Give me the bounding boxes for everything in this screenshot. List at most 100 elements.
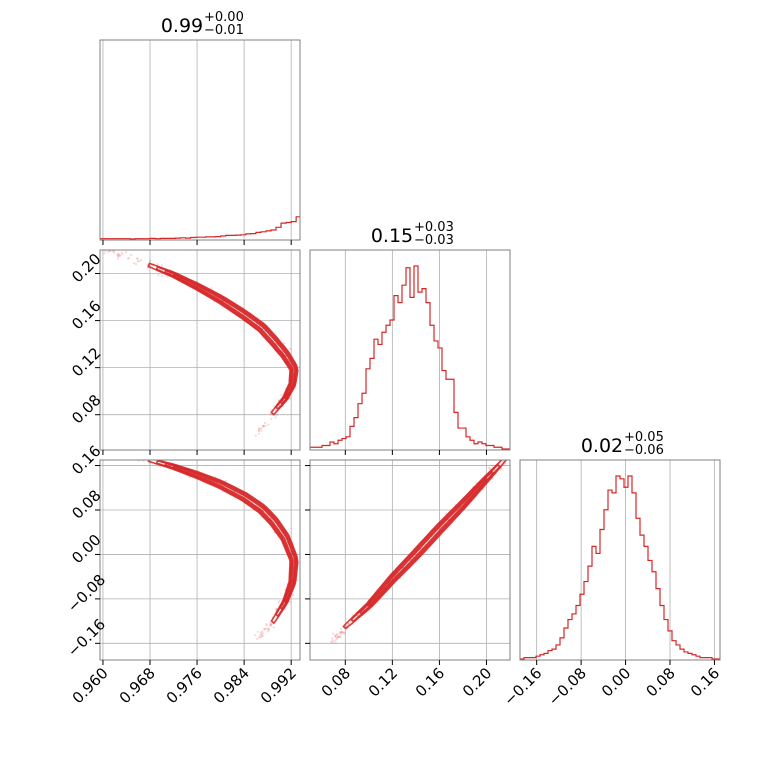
scatter-point: [133, 262, 136, 265]
title-lower-error: −0.03: [414, 233, 454, 248]
scatter-point: [267, 627, 270, 630]
scatter-point: [258, 428, 262, 431]
title-upper-error: +0.03: [414, 220, 454, 235]
scatter-point: [120, 251, 123, 254]
scatter-point: [111, 250, 114, 253]
scatter-point: [135, 257, 138, 260]
y-tick-label: 0.08: [68, 391, 104, 427]
title-lower-error: −0.06: [624, 443, 664, 458]
scatter-point: [269, 621, 272, 624]
scatter-point: [336, 636, 339, 639]
param-title: 0.15 +0.03−0.03: [371, 220, 454, 248]
density-contours: [147, 262, 299, 416]
scatter-point: [149, 260, 152, 263]
scatter-point: [335, 638, 338, 641]
scatter-point: [490, 464, 494, 467]
scatter-point: [116, 254, 119, 257]
scatter-point: [160, 274, 164, 277]
scatter-point: [499, 468, 502, 471]
scatter-point: [488, 466, 491, 469]
scatter-point: [475, 481, 478, 484]
scatter-point: [347, 622, 350, 625]
scatter-point: [112, 246, 114, 248]
scatter-point: [260, 632, 263, 636]
scatter-point: [261, 634, 264, 638]
panel-pair-0-2: 0.960 0.968 0.976 0.984 0.992 −0.16−0.08 0.00 0…: [64, 442, 301, 707]
panel-pair-0-1: 0.08 0.12 0.16 0.20: [68, 246, 301, 455]
y-tick-label: 0.00: [68, 531, 104, 567]
scatter-point: [262, 425, 265, 428]
scatter-point: [259, 634, 262, 637]
scatter-point: [260, 635, 263, 638]
scatter-point: [339, 631, 342, 634]
scatter-point: [334, 635, 337, 638]
scatter-point: [117, 255, 120, 258]
scatter-point: [141, 456, 143, 458]
y-tick-label: 0.20: [68, 250, 104, 286]
scatter-point: [330, 640, 333, 643]
scatter-point: [499, 462, 502, 465]
scatter-point: [121, 253, 124, 256]
scatter-point: [132, 453, 134, 455]
histogram-steps: [100, 216, 300, 240]
scatter-point: [146, 266, 149, 270]
scatter-point: [106, 250, 109, 253]
scatter-point: [335, 634, 338, 637]
scatter-point: [103, 252, 106, 255]
scatter-point: [134, 455, 136, 457]
scatter-point: [160, 264, 164, 267]
scatter-point: [265, 624, 268, 627]
scatter-point: [107, 450, 109, 452]
scatter-point: [337, 635, 340, 638]
x-tick-label: 0.992: [257, 664, 300, 707]
scatter-point: [340, 627, 343, 630]
scatter-point: [264, 424, 267, 427]
scatter-point: [275, 607, 278, 610]
scatter-point: [126, 257, 129, 260]
scatter-point: [133, 454, 135, 456]
scatter-point: [129, 456, 131, 458]
scatter-point: [224, 479, 227, 482]
y-tick-label: 0.12: [68, 344, 104, 380]
scatter-point: [210, 287, 213, 290]
scatter-point: [270, 417, 273, 421]
scatter-point: [331, 641, 334, 644]
scatter-point: [269, 413, 272, 416]
scatter-point: [336, 633, 339, 636]
scatter-point: [140, 258, 143, 262]
scatter-point: [339, 636, 342, 639]
axes-frame: [309, 459, 511, 661]
scatter-point: [335, 636, 338, 639]
scatter-point: [282, 342, 286, 345]
scatter-point: [270, 623, 273, 626]
scatter-point: [269, 624, 272, 627]
scatter-point: [136, 257, 139, 260]
x-tick-label: 0.08: [318, 664, 354, 700]
scatter-point: [116, 452, 118, 454]
histogram-steps: [520, 475, 720, 660]
scatter-point: [116, 253, 119, 256]
contour-level: [155, 265, 298, 410]
scatter-point: [257, 427, 260, 430]
y-tick-label: 0.08: [68, 486, 104, 522]
density-contours: [147, 460, 299, 625]
scatter-point: [127, 256, 131, 259]
scatter-point: [127, 453, 129, 455]
scatter-point: [139, 456, 141, 458]
x-tick-label: 0.12: [365, 664, 401, 700]
title-upper-error: +0.05: [624, 430, 664, 445]
scatter-point: [291, 594, 294, 597]
contour-level: [342, 460, 508, 630]
scatter-point: [166, 275, 169, 278]
scatter-point: [340, 630, 343, 633]
scatter-point: [116, 257, 120, 260]
scatter-point: [105, 452, 107, 454]
param-title: 0.02 +0.05−0.06: [581, 430, 664, 458]
scatter-point: [125, 452, 127, 454]
axes-frame: [519, 459, 721, 661]
x-tick-label: 0.16: [687, 664, 723, 700]
y-tick-label: 0.16: [68, 442, 104, 478]
x-tick-label: 0.00: [598, 664, 634, 700]
axes-frame: [99, 249, 301, 451]
